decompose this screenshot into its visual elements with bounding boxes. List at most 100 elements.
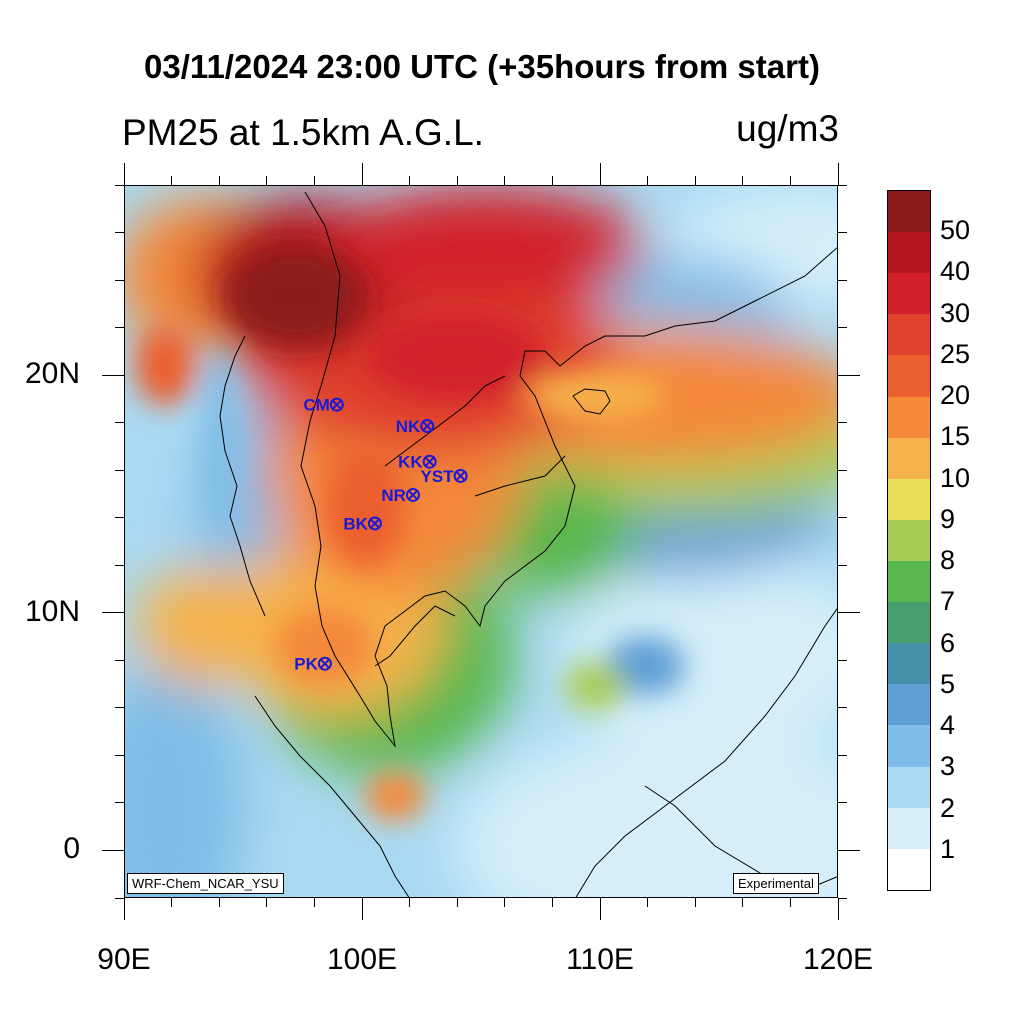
x-tick — [313, 898, 315, 907]
y-tick — [115, 707, 124, 709]
x-tick — [647, 176, 649, 185]
station-label: CM — [303, 396, 329, 415]
station-label: KK — [398, 453, 423, 472]
x-tick — [266, 898, 268, 907]
y-tick — [115, 564, 124, 566]
station-nk: NK — [396, 417, 435, 436]
colorbar-swatch — [888, 766, 930, 808]
y-tick — [838, 802, 847, 804]
x-tick — [171, 898, 173, 907]
x-axis-label: 90E — [97, 943, 151, 976]
station-marker-cross — [408, 490, 418, 500]
colorbar-swatch — [888, 643, 930, 685]
y-tick — [102, 612, 124, 614]
y-tick — [115, 327, 124, 329]
station-marker — [422, 454, 437, 469]
x-tick — [456, 176, 458, 185]
experimental-badge: Experimental — [733, 873, 819, 894]
y-tick — [115, 232, 124, 234]
y-tick — [115, 279, 124, 281]
colorbar — [887, 190, 931, 891]
colorbar-swatch — [888, 848, 930, 890]
station-marker-cross — [422, 421, 432, 431]
colorbar-swatch — [888, 191, 930, 233]
colorbar-label: 15 — [940, 421, 971, 452]
colorbar-label: 4 — [940, 710, 956, 741]
y-tick — [102, 374, 124, 376]
y-tick — [838, 659, 847, 661]
x-tick — [123, 898, 125, 920]
x-tick — [266, 176, 268, 185]
x-tick — [409, 898, 411, 907]
colorbar-label: 7 — [940, 586, 956, 617]
colorbar-swatch — [888, 807, 930, 849]
colorbar-swatch — [888, 232, 930, 274]
y-tick — [102, 849, 124, 851]
colorbar-label: 6 — [940, 627, 956, 658]
x-tick — [694, 176, 696, 185]
x-tick — [361, 898, 363, 920]
y-tick — [838, 374, 860, 376]
coastlines — [219, 191, 837, 897]
colorbar-swatch — [888, 725, 930, 767]
station-marker-cross — [455, 471, 466, 481]
station-marker — [317, 656, 332, 671]
colorbar-swatch — [888, 437, 930, 479]
x-tick — [123, 163, 125, 185]
y-tick — [838, 232, 847, 234]
x-tick — [218, 176, 220, 185]
y-tick — [838, 327, 847, 329]
y-tick — [115, 422, 124, 424]
station-marker — [405, 487, 420, 502]
y-tick — [115, 469, 124, 471]
colorbar-swatch — [888, 314, 930, 356]
y-tick — [838, 279, 847, 281]
chart-title: 03/11/2024 23:00 UTC (+35hours from star… — [144, 48, 820, 85]
y-tick — [838, 707, 847, 709]
y-tick — [115, 517, 124, 519]
station-cm: CM — [303, 396, 344, 415]
x-axis-label: 120E — [802, 943, 874, 976]
y-tick — [115, 802, 124, 804]
station-pk: PK — [294, 655, 332, 674]
colorbar-label: 10 — [940, 462, 971, 493]
colorbar-label: 25 — [940, 338, 971, 369]
station-label: BK — [343, 514, 368, 533]
x-axis-label: 100E — [326, 943, 398, 976]
y-tick — [838, 897, 847, 899]
colorbar-swatch — [888, 684, 930, 726]
x-tick — [599, 898, 601, 920]
y-axis-label: 0 — [63, 832, 80, 866]
colorbar-swatch — [888, 478, 930, 520]
colorbar-swatch — [888, 602, 930, 644]
colorbar-label: 1 — [940, 833, 956, 864]
variable-subtitle: PM25 at 1.5km A.G.L. — [122, 112, 484, 153]
map-panel: CM NK KK YST NR BK PK — [124, 185, 838, 898]
y-tick — [838, 469, 847, 471]
y-tick — [838, 754, 847, 756]
x-tick — [456, 898, 458, 907]
x-tick — [409, 176, 411, 185]
colorbar-swatch — [888, 273, 930, 315]
colorbar-label: 2 — [940, 792, 956, 823]
x-tick — [171, 176, 173, 185]
units-label: ug/m3 — [736, 108, 839, 149]
colorbar-label: 5 — [940, 668, 956, 699]
colorbar-swatch — [888, 519, 930, 561]
colorbar-swatch — [888, 396, 930, 438]
x-tick — [647, 898, 649, 907]
station-marker-cross — [332, 399, 342, 410]
x-tick — [837, 898, 839, 920]
y-tick — [838, 517, 847, 519]
station-label: NK — [396, 417, 421, 436]
x-tick — [551, 898, 553, 907]
model-credit: WRF-Chem_NCAR_YSU — [127, 873, 284, 894]
station-yst: YST — [421, 467, 468, 486]
y-tick — [838, 422, 847, 424]
colorbar-label: 30 — [940, 297, 971, 328]
station-marker — [453, 468, 468, 483]
x-tick — [218, 898, 220, 907]
x-tick — [742, 176, 744, 185]
